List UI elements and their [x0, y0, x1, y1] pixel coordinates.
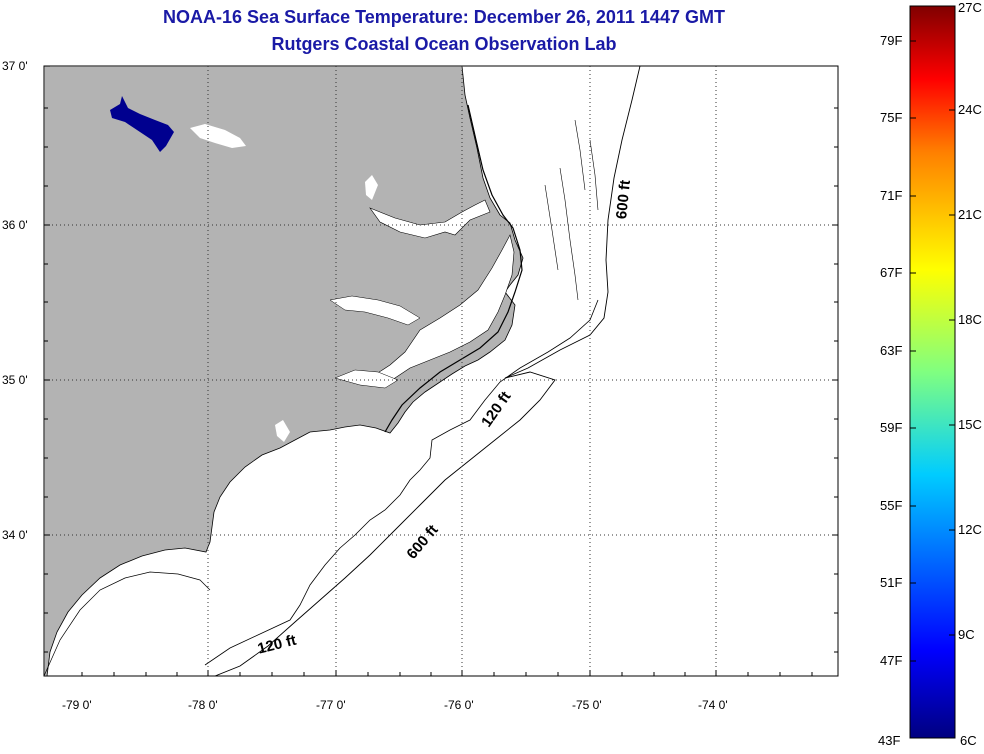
colorbar-c-24: 24C: [958, 102, 982, 117]
white-patch-3: [275, 420, 290, 442]
coastal-contour: [44, 571, 211, 676]
colorbar-ticks: [910, 40, 955, 662]
colorbar-f-47: 47F: [880, 653, 903, 668]
colorbar-c-6: 6C: [960, 733, 977, 748]
colorbar-f-63: 63F: [880, 343, 903, 358]
lat-label-36: 36 0': [2, 218, 28, 232]
lon-label-75: -75 0': [572, 698, 602, 712]
lon-label-77: -77 0': [316, 698, 346, 712]
shoals: [544, 119, 599, 301]
colorbar-f-71: 71F: [880, 188, 903, 203]
lat-label-37: 37 0': [2, 59, 28, 73]
colorbar-f-75: 75F: [880, 110, 903, 125]
land-mass: [44, 66, 524, 676]
ticks: [44, 65, 838, 676]
river-inlet-2: [334, 369, 399, 389]
lon-label-79: -79 0': [62, 698, 92, 712]
white-patch: [190, 124, 246, 148]
colorbar-f-67: 67F: [880, 265, 903, 280]
map-subtitle: Rutgers Coastal Ocean Observation Lab: [271, 34, 617, 54]
white-patch-2: [365, 175, 378, 200]
lat-label-35: 35 0': [2, 373, 28, 387]
lon-label-78: -78 0': [188, 698, 218, 712]
map-title: NOAA-16 Sea Surface Temperature: Decembe…: [163, 7, 725, 27]
outer-banks: [384, 104, 523, 433]
lon-label-76: -76 0': [444, 698, 474, 712]
colorbar-c-21: 21C: [958, 207, 982, 222]
colorbar-c-15: 15C: [958, 417, 982, 432]
albemarle-sound: [369, 199, 491, 239]
colorbar-c-12: 12C: [958, 522, 982, 537]
colorbar-f-51: 51F: [880, 575, 903, 590]
contour-120ft: [204, 299, 599, 666]
lon-label-74: -74 0': [698, 698, 728, 712]
colorbar-f-43: 43F: [878, 733, 901, 748]
sst-colorbar: [909, 5, 956, 739]
grid: [44, 66, 838, 676]
colorbar-f-59: 59F: [880, 420, 903, 435]
colorbar-c-27: 27C: [958, 0, 982, 15]
contour-600ft: [214, 66, 641, 676]
river-inlet: [329, 295, 421, 326]
contour-label-600ft-north: 600 ft: [613, 179, 634, 220]
colorbar-c-18: 18C: [958, 312, 982, 327]
colorbar-f-79: 79F: [880, 33, 903, 48]
colorbar-f-55: 55F: [880, 498, 903, 513]
colorbar-c-9: 9C: [958, 627, 975, 642]
lat-label-34: 34 0': [2, 528, 28, 542]
cold-sst-patch: [110, 96, 174, 152]
